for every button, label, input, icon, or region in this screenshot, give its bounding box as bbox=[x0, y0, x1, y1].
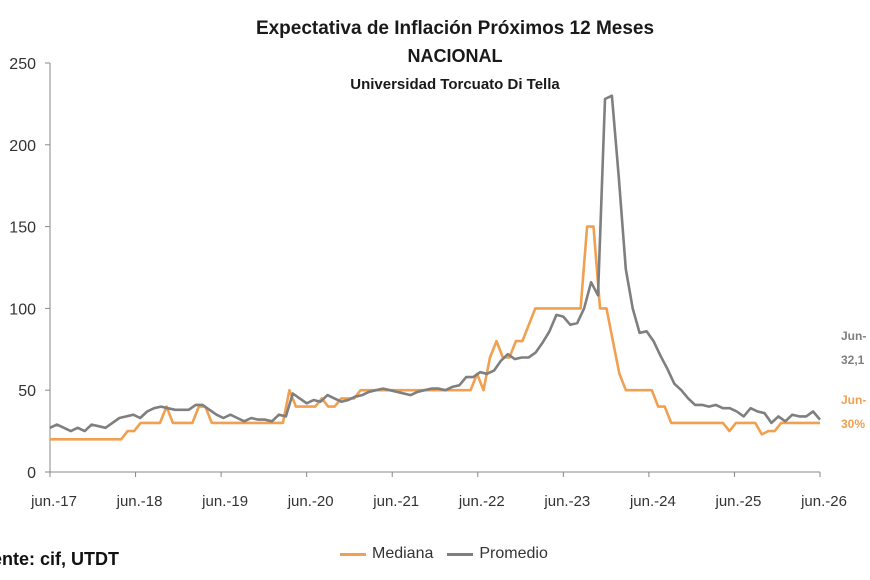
annotation-label: Jun- bbox=[841, 329, 866, 343]
x-tick-label: jun.-18 bbox=[116, 493, 163, 510]
y-tick-label: 150 bbox=[9, 220, 36, 237]
y-axis: 0 50 100 150 200 250 bbox=[9, 56, 51, 482]
x-tick-label: jun.-21 bbox=[372, 493, 419, 510]
legend-item-mediana: Mediana bbox=[340, 545, 433, 563]
chart-subtitle: NACIONAL bbox=[407, 46, 503, 66]
legend-label-promedio: Promedio bbox=[479, 545, 548, 562]
legend: Mediana Promedio bbox=[340, 545, 562, 563]
y-tick-label: 200 bbox=[9, 138, 36, 155]
y-tick-label: 250 bbox=[9, 56, 36, 73]
x-tick-label: jun.-17 bbox=[30, 493, 77, 510]
x-tick-label: jun.-20 bbox=[287, 493, 334, 510]
y-tick-label: 100 bbox=[9, 301, 36, 318]
x-tick-label: jun.-24 bbox=[629, 493, 676, 510]
x-tick-label: jun.-22 bbox=[458, 493, 505, 510]
series-line-mediana bbox=[50, 225, 820, 441]
annotation-layer: Jun- 32,1 Jun- 30% bbox=[841, 329, 866, 431]
x-tick-label: jun.-23 bbox=[543, 493, 590, 510]
series-line-promedio bbox=[49, 94, 821, 433]
source-note: ente: cif, UTDT bbox=[0, 549, 120, 569]
legend-swatch-promedio bbox=[447, 552, 474, 556]
x-tick-label: jun.-19 bbox=[201, 493, 248, 510]
x-axis: jun.-17 jun.-18 jun.-19 jun.-20 jun.-21 jun.-… bbox=[30, 471, 847, 510]
x-tick-label: jun.-26 bbox=[800, 493, 847, 510]
y-tick-label: 0 bbox=[27, 465, 36, 482]
chart-subtitle-2: Universidad Torcuato Di Tella bbox=[350, 76, 560, 93]
legend-item-promedio: Promedio bbox=[447, 545, 548, 563]
legend-swatch-mediana bbox=[340, 552, 366, 556]
y-tick-label: 50 bbox=[18, 383, 36, 400]
annotation-label: Jun- bbox=[841, 393, 866, 407]
legend-label-mediana: Mediana bbox=[372, 545, 434, 562]
annotation-value: 32,1 bbox=[841, 353, 865, 367]
chart-title: Expectativa de Inflación Próximos 12 Mes… bbox=[255, 18, 655, 39]
series-layer bbox=[49, 94, 821, 441]
x-tick-label: jun.-25 bbox=[715, 493, 762, 510]
annotation-value: 30% bbox=[841, 417, 865, 431]
